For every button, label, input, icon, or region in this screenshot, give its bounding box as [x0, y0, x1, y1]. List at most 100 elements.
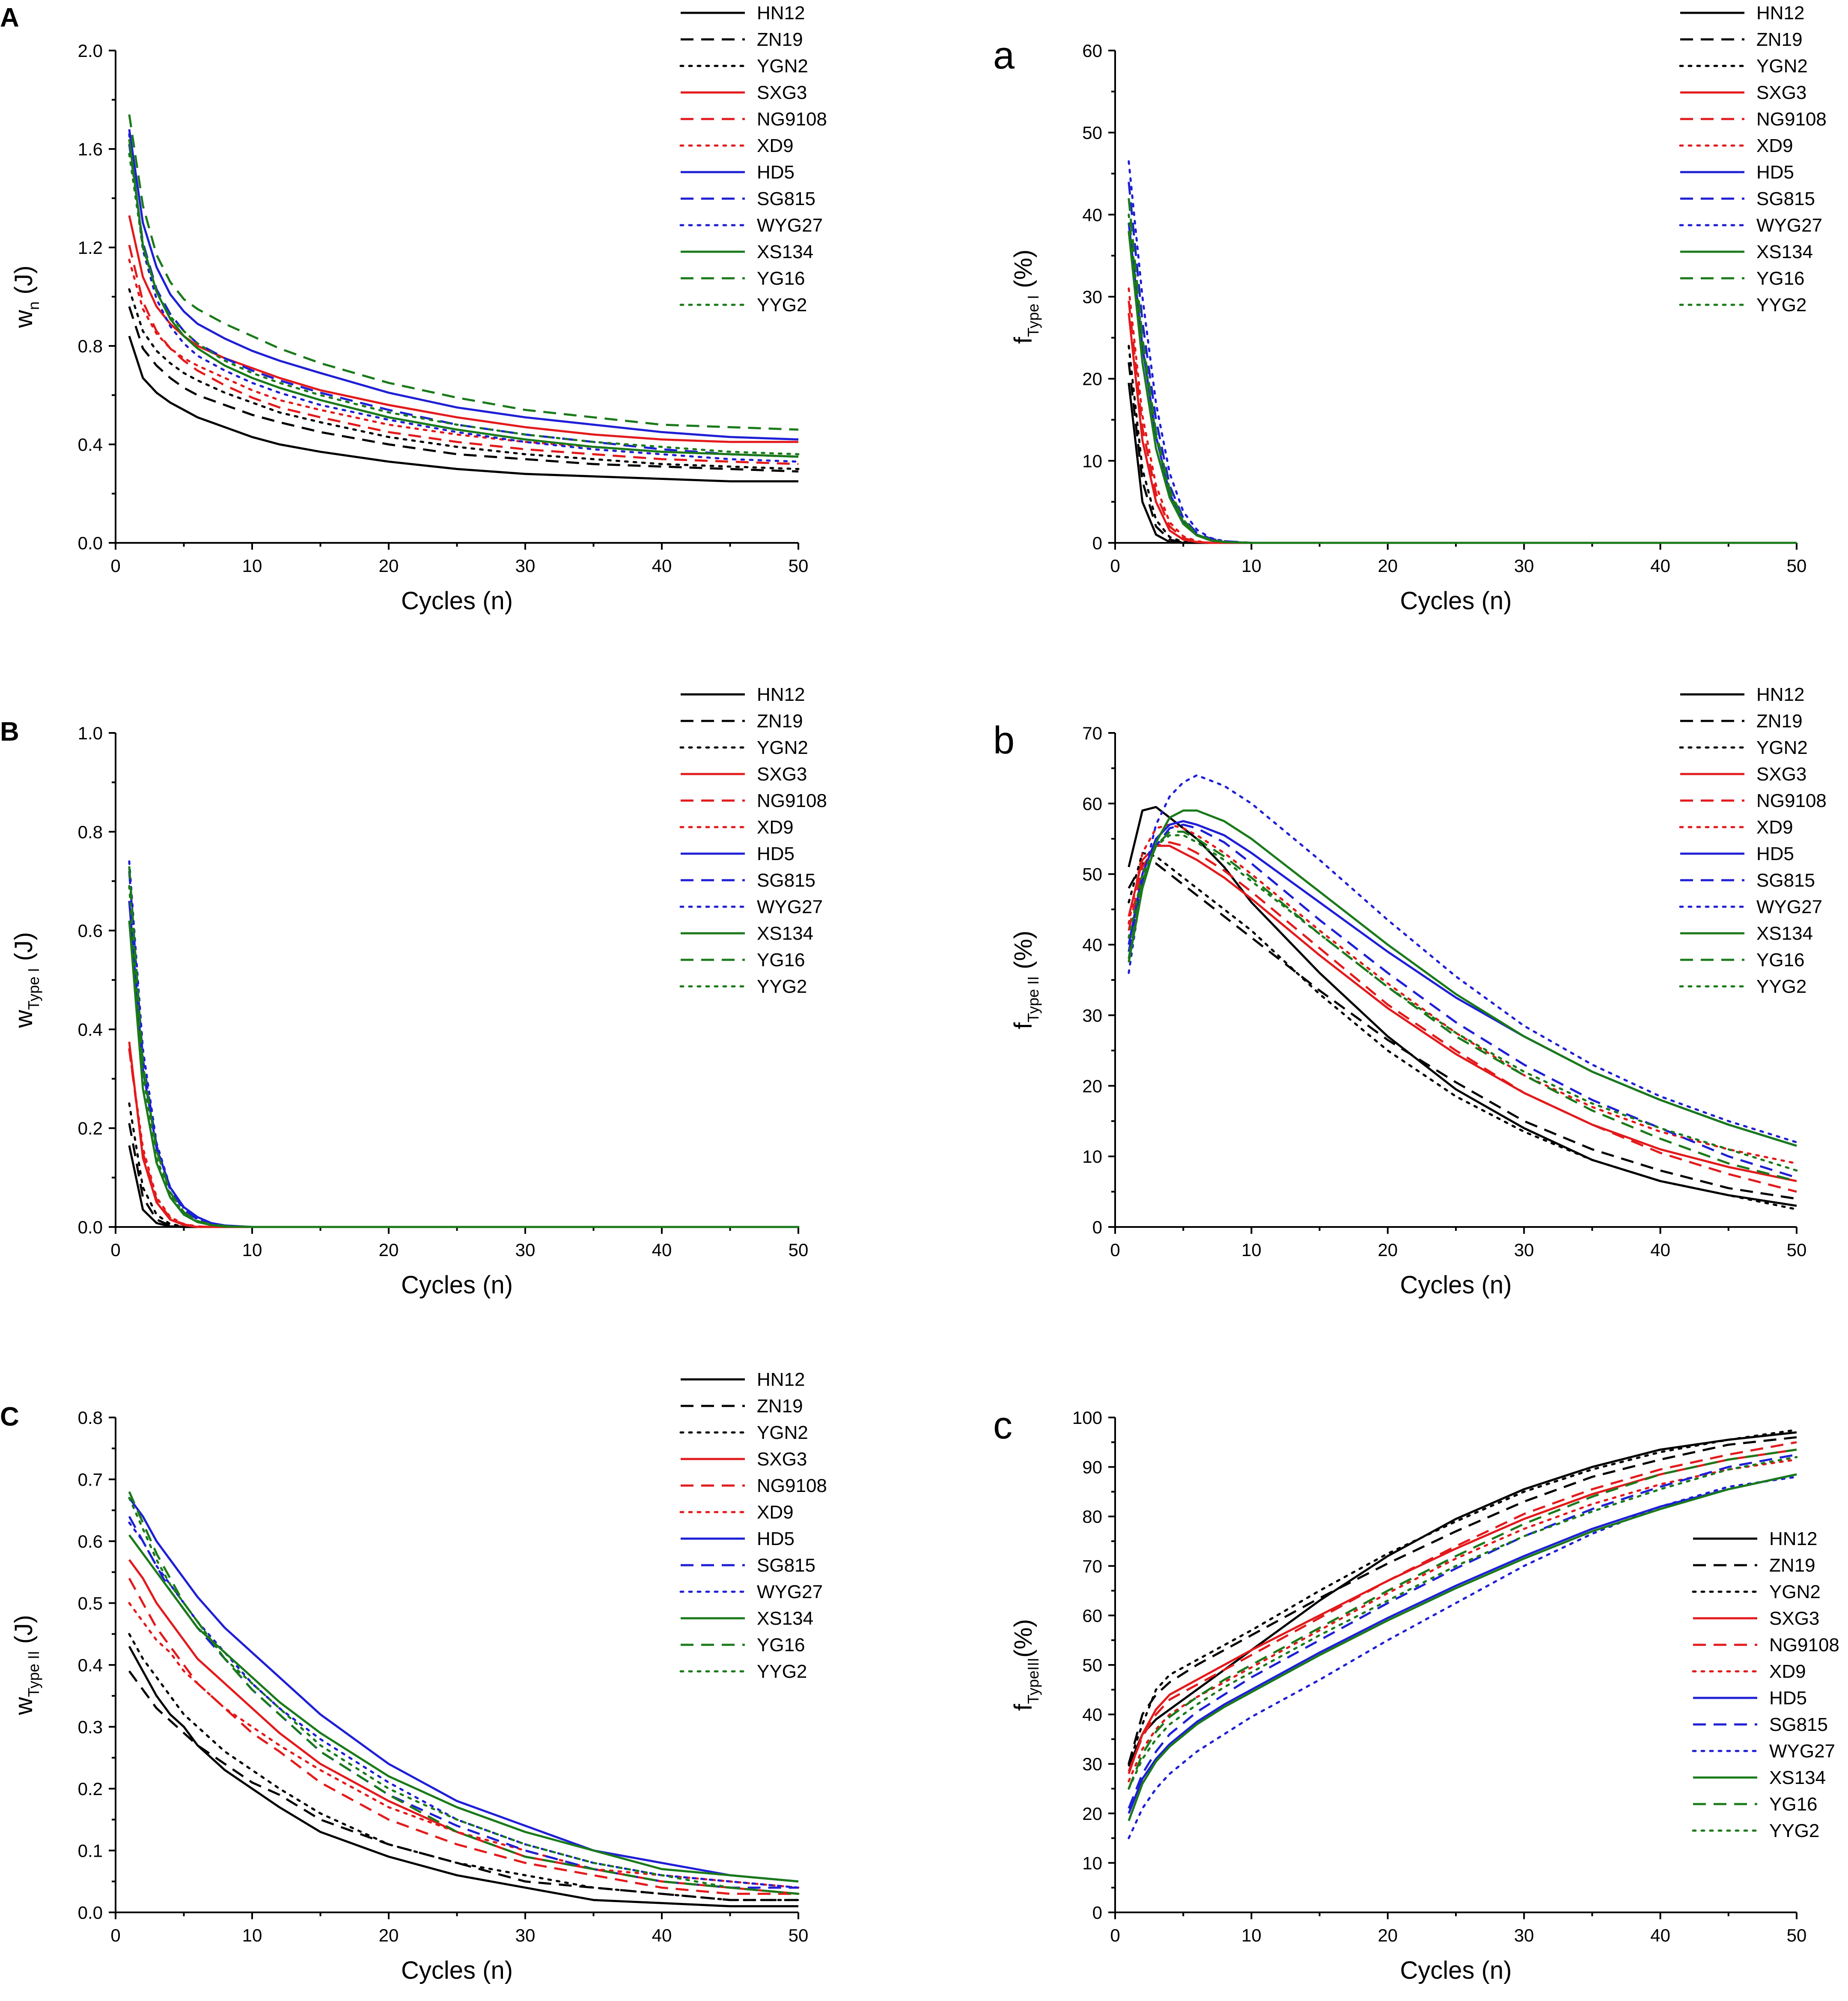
- series-line-wyg27: [1128, 1476, 1798, 1840]
- legend-label: YG16: [757, 1635, 805, 1656]
- y-axis-label-unit: (%): [1009, 1619, 1037, 1658]
- legend-label: HN12: [757, 1369, 805, 1390]
- x-tick-label: 20: [1378, 556, 1398, 576]
- x-tick-label: 50: [789, 556, 809, 576]
- series-line-sxg3: [1128, 313, 1797, 544]
- y-axis-label: wn (J): [10, 265, 42, 328]
- x-tick-label: 40: [652, 1240, 672, 1260]
- axes: [1114, 51, 1797, 544]
- x-tick-label: 30: [1514, 1240, 1534, 1260]
- y-tick-label: 1.6: [78, 139, 103, 159]
- series-line-ygn2: [128, 1633, 800, 1901]
- series-line-ng9108: [128, 244, 799, 465]
- x-tick-label: 40: [652, 1925, 672, 1945]
- x-tick-label: 10: [242, 1925, 262, 1945]
- series-line-yg16: [1128, 831, 1797, 1182]
- series-line-ygn2: [1128, 852, 1798, 1211]
- y-axis-label-sub: Type II: [1024, 976, 1042, 1022]
- legend-label: HN12: [757, 684, 805, 705]
- legend-label: XD9: [1756, 817, 1793, 838]
- x-tick-label: 0: [1110, 1240, 1120, 1260]
- series-line-yyg2: [1128, 213, 1798, 544]
- x-tick-label: 20: [1378, 1925, 1398, 1945]
- legend-label: HD5: [757, 162, 795, 183]
- legend-label: WYG27: [1756, 896, 1822, 917]
- y-tick-label: 0.7: [78, 1470, 103, 1490]
- y-axis-label-main: f: [1009, 336, 1037, 344]
- legend-label: HD5: [1756, 843, 1794, 864]
- y-tick-label: 20: [1082, 369, 1102, 389]
- y-axis-label-main: w: [10, 1697, 38, 1715]
- y-tick-label: 50: [1082, 864, 1102, 884]
- x-tick-label: 0: [1110, 1925, 1120, 1945]
- series-line-wyg27: [1128, 160, 1798, 544]
- series-line-ygn2: [1128, 1429, 1798, 1765]
- legend-label: YG16: [757, 950, 805, 971]
- y-axis-label: fTypeIII(%): [1009, 1619, 1042, 1711]
- y-tick-label: 60: [1082, 1605, 1102, 1626]
- legend-label: WYG27: [757, 215, 823, 236]
- y-axis-label-unit: (J): [10, 265, 38, 301]
- series-line-yyg2: [1128, 1456, 1798, 1790]
- y-tick-label: 10: [1082, 1853, 1102, 1873]
- x-axis-label: Cycles (n): [1400, 1956, 1512, 1984]
- legend-label: YYG2: [757, 1661, 807, 1682]
- series-line-wyg27: [128, 1522, 800, 1889]
- legend-label: ZN19: [1769, 1555, 1815, 1576]
- series-line-sxg3: [128, 1042, 798, 1228]
- legend-label: YG16: [1756, 950, 1805, 971]
- series-line-xs134: [128, 139, 799, 458]
- x-axis-label: Cycles (n): [1400, 1271, 1512, 1299]
- legend-label: YG16: [1756, 268, 1805, 289]
- y-tick-label: 0.4: [78, 435, 103, 455]
- y-axis-label-sub: TypeIII: [1024, 1658, 1042, 1704]
- series-line-zn19: [1128, 1436, 1797, 1764]
- series-line-xs134: [128, 1534, 799, 1883]
- legend-label: NG9108: [1769, 1635, 1839, 1656]
- y-tick-label: 30: [1082, 1005, 1102, 1025]
- x-tick-label: 30: [1514, 1925, 1534, 1945]
- legend-label: SG815: [1769, 1714, 1828, 1735]
- y-tick-label: 0.6: [78, 1531, 103, 1551]
- legend-label: WYG27: [1769, 1741, 1835, 1762]
- series-line-xd9: [128, 1048, 800, 1228]
- series-line-wyg27: [128, 860, 800, 1228]
- x-tick-label: 40: [652, 556, 672, 576]
- legend-label: SXG3: [1756, 764, 1806, 785]
- legend-label: ZN19: [1756, 29, 1803, 50]
- series-line-wyg27: [1128, 774, 1798, 1143]
- y-tick-label: 0.3: [78, 1717, 103, 1737]
- series-line-xd9: [1128, 823, 1798, 1165]
- y-axis-label-unit: (J): [10, 1615, 38, 1651]
- panel-A: A 0 10 20 30 40 50 0.0 0.4 0.8 1.2 1.6 2.0 Cycles (n)…: [0, 3, 827, 615]
- legend-label: ZN19: [757, 1396, 803, 1417]
- legend-label: XS134: [757, 1608, 813, 1629]
- series-line-yg16: [1128, 1448, 1797, 1789]
- series-line-hn12: [1128, 1431, 1797, 1767]
- y-tick-label: 40: [1082, 935, 1102, 955]
- legend-label: ZN19: [757, 711, 803, 732]
- y-tick-label: 1.2: [78, 238, 103, 258]
- panel-b: b 0 10 20 30 40 50 0 10 20 30 40 50 60 70 Cycles (n) fTy…: [993, 684, 1827, 1299]
- panel-letter: B: [0, 717, 19, 747]
- series-line-yg16: [1128, 198, 1797, 544]
- x-tick-label: 10: [1241, 1925, 1262, 1945]
- legend-label: YGN2: [1769, 1581, 1821, 1602]
- y-axis-label-main: f: [1009, 1022, 1037, 1029]
- x-tick-label: 50: [1787, 556, 1807, 576]
- x-tick-label: 30: [515, 556, 536, 576]
- panel-letter: a: [993, 34, 1015, 77]
- series-line-hd5: [128, 129, 799, 441]
- series-line-sxg3: [1128, 845, 1797, 1182]
- legend-label: XS134: [1756, 923, 1813, 944]
- legend-label: XD9: [757, 135, 794, 156]
- x-tick-label: 30: [515, 1925, 536, 1945]
- legend-label: HN12: [1756, 684, 1805, 705]
- legend-label: SXG3: [757, 1449, 807, 1470]
- x-tick-label: 40: [1650, 1240, 1670, 1260]
- legend-label: HD5: [1756, 162, 1794, 183]
- x-tick-label: 10: [242, 556, 262, 576]
- panel-a: a 0 10 20 30 40 50 0 10 20 30 40 50 60 Cycles (n) fType…: [993, 3, 1827, 615]
- y-tick-label: 0.8: [78, 822, 103, 842]
- y-tick-label: 0.2: [78, 1779, 103, 1799]
